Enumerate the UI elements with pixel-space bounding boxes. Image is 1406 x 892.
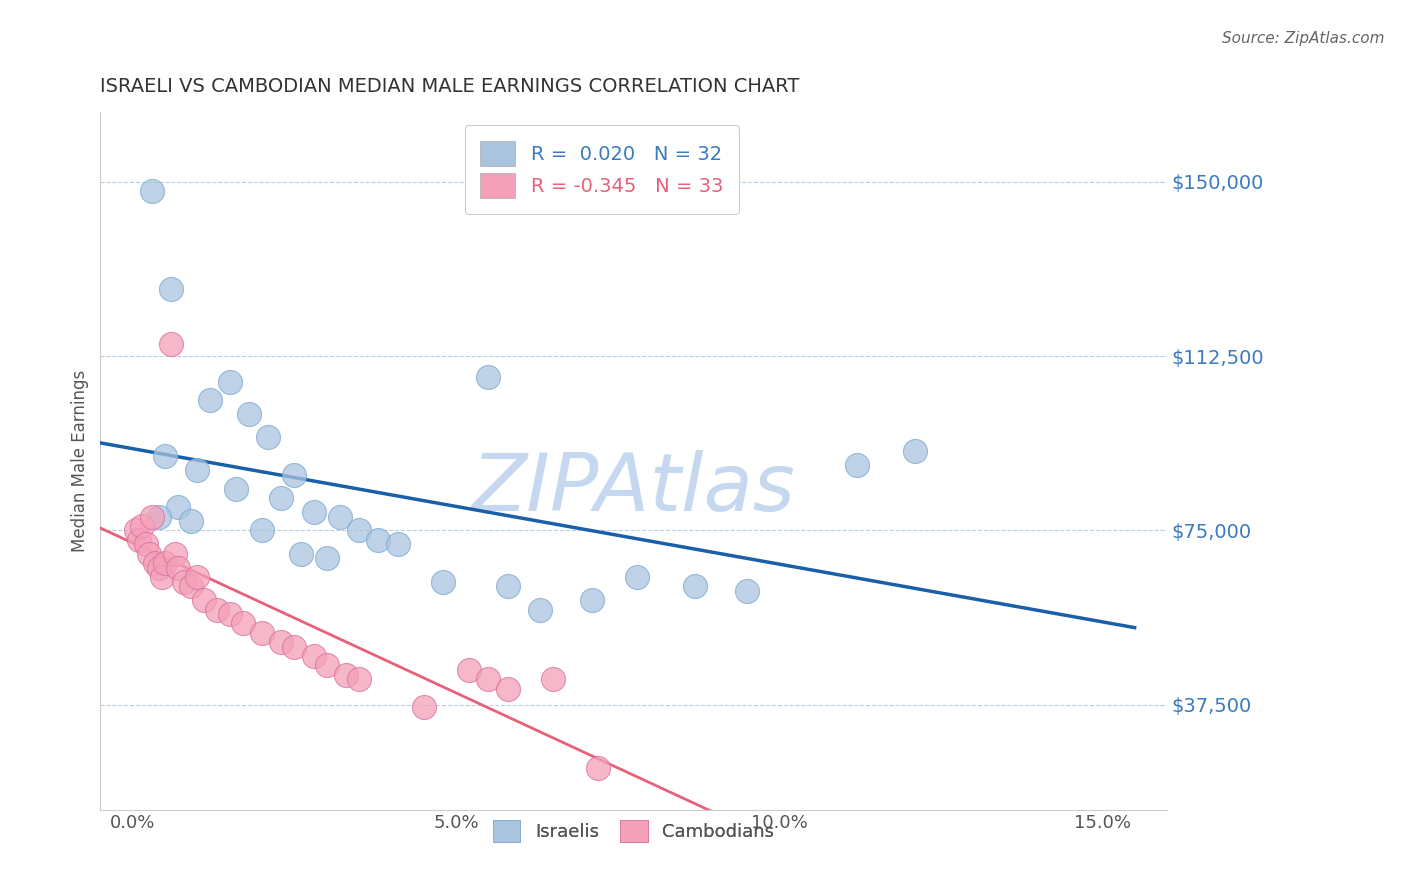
Point [904,444,927,458]
Point [186,570,208,584]
Point [218,375,240,389]
Point [200,393,222,408]
Point [683,579,706,593]
Point [586,761,609,775]
Point [432,574,454,589]
Point [845,458,868,473]
Y-axis label: Median Male Earnings: Median Male Earnings [72,369,89,552]
Point [150,570,173,584]
Point [328,509,350,524]
Point [270,635,292,649]
Point [153,556,176,570]
Point [302,648,325,663]
Point [141,509,163,524]
Point [335,667,357,681]
Point [496,681,519,696]
Point [290,547,312,561]
Point [315,658,337,673]
Legend: Israelis, Cambodians: Israelis, Cambodians [486,813,782,849]
Point [148,560,170,574]
Point [141,184,163,198]
Point [302,505,325,519]
Point [153,449,176,463]
Point [581,593,603,607]
Point [477,673,499,687]
Point [180,579,202,593]
Point [135,537,157,551]
Point [347,673,370,687]
Point [167,500,190,515]
Point [412,700,434,714]
Point [626,570,648,584]
Point [180,514,202,528]
Text: ZIPAtlas: ZIPAtlas [472,450,796,527]
Point [143,556,166,570]
Point [496,579,519,593]
Point [387,537,409,551]
Point [163,547,186,561]
Point [193,593,215,607]
Point [541,673,564,687]
Point [457,663,479,677]
Point [529,602,551,616]
Point [148,509,170,524]
Point [257,430,280,444]
Point [128,533,150,547]
Text: ISRAELI VS CAMBODIAN MEDIAN MALE EARNINGS CORRELATION CHART: ISRAELI VS CAMBODIAN MEDIAN MALE EARNING… [100,78,800,96]
Point [232,616,254,631]
Point [225,482,247,496]
Text: Source: ZipAtlas.com: Source: ZipAtlas.com [1222,31,1385,46]
Point [160,282,183,296]
Point [283,467,305,482]
Point [125,524,148,538]
Point [477,370,499,384]
Point [735,583,758,598]
Point [131,518,153,533]
Point [167,560,190,574]
Point [218,607,240,622]
Point [367,533,389,547]
Point [186,463,208,477]
Point [283,640,305,654]
Point [315,551,337,566]
Point [347,524,370,538]
Point [238,407,260,421]
Point [173,574,195,589]
Point [250,625,273,640]
Point [250,524,273,538]
Point [160,337,183,351]
Point [138,547,160,561]
Point [270,491,292,505]
Point [205,602,228,616]
